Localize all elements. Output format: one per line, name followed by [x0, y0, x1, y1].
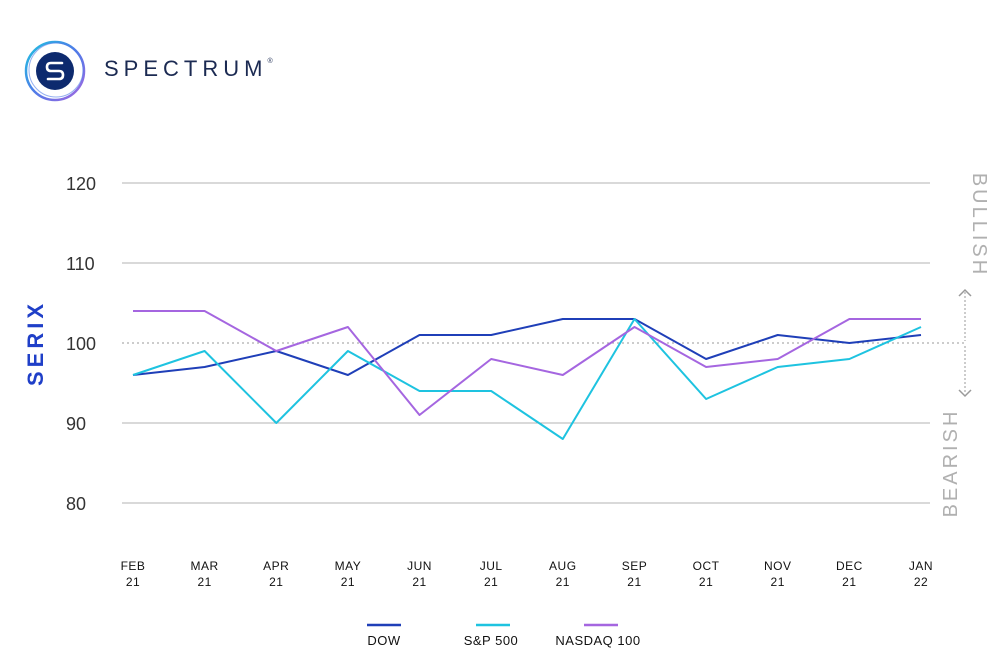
up-arrow-icon — [958, 288, 972, 297]
legend-label: S&P 500 — [464, 633, 519, 648]
x-tick-month: MAR — [191, 559, 219, 573]
series-line-s-p-500 — [132, 318, 922, 440]
y-tick-label: 80 — [66, 494, 86, 514]
x-tick-year: 21 — [627, 575, 641, 589]
x-tick-month: OCT — [693, 559, 720, 573]
x-tick-month: JUL — [480, 559, 503, 573]
x-tick-month: FEB — [121, 559, 146, 573]
bearish-label: BEARISH — [940, 409, 962, 518]
x-tick-month: SEP — [622, 559, 648, 573]
x-tick-month: NOV — [764, 559, 792, 573]
legend-label: NASDAQ 100 — [555, 633, 640, 648]
x-tick-month: MAY — [335, 559, 362, 573]
spectrum-s-logo-icon — [24, 40, 86, 102]
x-tick-month: JUN — [407, 559, 432, 573]
x-tick-month: AUG — [549, 559, 577, 573]
x-tick-year: 21 — [484, 575, 498, 589]
x-tick-year: 21 — [556, 575, 570, 589]
y-tick-label: 100 — [66, 334, 96, 354]
x-tick-year: 22 — [914, 575, 928, 589]
x-tick-month: APR — [263, 559, 289, 573]
x-tick-year: 21 — [412, 575, 426, 589]
x-tick-year: 21 — [269, 575, 283, 589]
x-tick-year: 21 — [341, 575, 355, 589]
y-tick-label: 90 — [66, 414, 86, 434]
brand-name: SPECTRUM® — [104, 56, 273, 81]
down-arrow-icon — [958, 389, 972, 398]
y-tick-label: 110 — [66, 254, 95, 274]
y-axis-label: SERIX — [23, 300, 48, 386]
x-tick-month: DEC — [836, 559, 863, 573]
x-tick-year: 21 — [699, 575, 713, 589]
legend-label: DOW — [367, 633, 401, 648]
x-tick-year: 21 — [197, 575, 211, 589]
x-tick-year: 21 — [126, 575, 140, 589]
series-line-nasdaq-100 — [133, 310, 921, 416]
bullish-label: BULLISH — [968, 173, 990, 277]
series-line-dow — [132, 318, 922, 376]
y-tick-label: 120 — [66, 174, 96, 194]
x-tick-year: 21 — [771, 575, 785, 589]
x-tick-month: JAN — [909, 559, 933, 573]
x-tick-year: 21 — [842, 575, 856, 589]
